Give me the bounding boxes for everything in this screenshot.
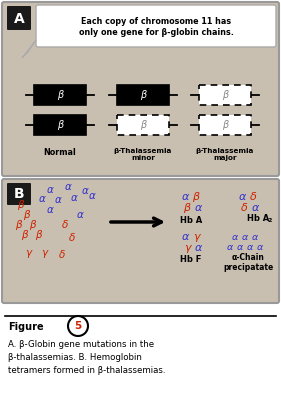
Text: α: α [181,232,189,242]
Text: β-Thalassemia
major: β-Thalassemia major [196,148,254,161]
Text: β: β [140,90,146,100]
Text: β: β [21,230,27,240]
Text: α: α [47,185,53,195]
Bar [117,85,169,105]
Text: δ: δ [241,203,247,213]
Text: α: α [194,203,202,213]
Text: α-Chain: α-Chain [232,253,264,262]
Bar [34,85,86,105]
Text: α: α [55,195,62,205]
Text: α: α [89,191,96,201]
Text: δ: δ [59,250,65,260]
Text: α: α [252,232,258,242]
Text: α: α [65,182,71,192]
Text: α: α [242,232,248,242]
Text: α: α [81,186,89,196]
Text: β: β [140,120,146,130]
Bar [199,115,251,135]
Text: 5: 5 [74,321,81,331]
FancyBboxPatch shape [7,183,31,205]
Text: α: α [257,242,263,251]
Text: β-Thalassemia
minor: β-Thalassemia minor [114,148,172,161]
Text: β: β [23,210,29,220]
Text: α: α [247,242,253,251]
Text: Normal: Normal [44,148,76,157]
Text: α: α [76,210,83,220]
Text: β: β [15,220,21,230]
Text: α: α [47,205,53,215]
FancyBboxPatch shape [2,2,279,176]
Text: γ: γ [193,232,199,242]
Text: δ: δ [250,192,256,202]
FancyBboxPatch shape [7,6,31,30]
Polygon shape [22,40,36,58]
Text: α: α [181,192,189,202]
Text: β: β [17,200,23,210]
Text: β: β [29,220,35,230]
Text: 2: 2 [268,217,272,223]
Text: β: β [192,192,200,202]
Text: β: β [222,90,228,100]
Text: Figure: Figure [8,322,44,332]
Text: β: β [35,230,41,240]
Text: δ: δ [62,220,68,230]
Text: A: A [13,12,24,26]
Text: α: α [194,243,202,253]
FancyBboxPatch shape [2,179,279,303]
Text: Hb A: Hb A [247,214,269,223]
Text: β: β [57,120,63,130]
Text: δ: δ [69,233,75,243]
Text: α: α [227,242,233,251]
FancyBboxPatch shape [36,5,276,47]
Text: A. β-Globin gene mutations in the: A. β-Globin gene mutations in the [8,340,154,349]
Text: precipatate: precipatate [223,262,273,271]
Text: α: α [251,203,259,213]
Text: β: β [222,120,228,130]
Text: α: α [232,232,238,242]
Text: γ: γ [184,243,190,253]
Text: Hb A: Hb A [180,216,202,225]
Text: α: α [238,192,246,202]
Text: α: α [38,194,46,204]
Text: B: B [14,187,24,201]
Text: Each copy of chromosome 11 has
only one gene for β-globin chains.: Each copy of chromosome 11 has only one … [79,17,234,37]
Bar [117,115,169,135]
Text: γ: γ [41,248,47,258]
Bar [199,85,251,105]
Text: tetramers formed in β-thalassemias.: tetramers formed in β-thalassemias. [8,366,166,375]
Text: β: β [183,203,191,213]
Text: β: β [57,90,63,100]
Text: α: α [71,193,78,203]
Text: β-thalassemias. B. Hemoglobin: β-thalassemias. B. Hemoglobin [8,353,142,362]
Text: γ: γ [25,248,31,258]
Bar [34,115,86,135]
Text: α: α [237,242,243,251]
Text: Hb F: Hb F [180,255,202,264]
